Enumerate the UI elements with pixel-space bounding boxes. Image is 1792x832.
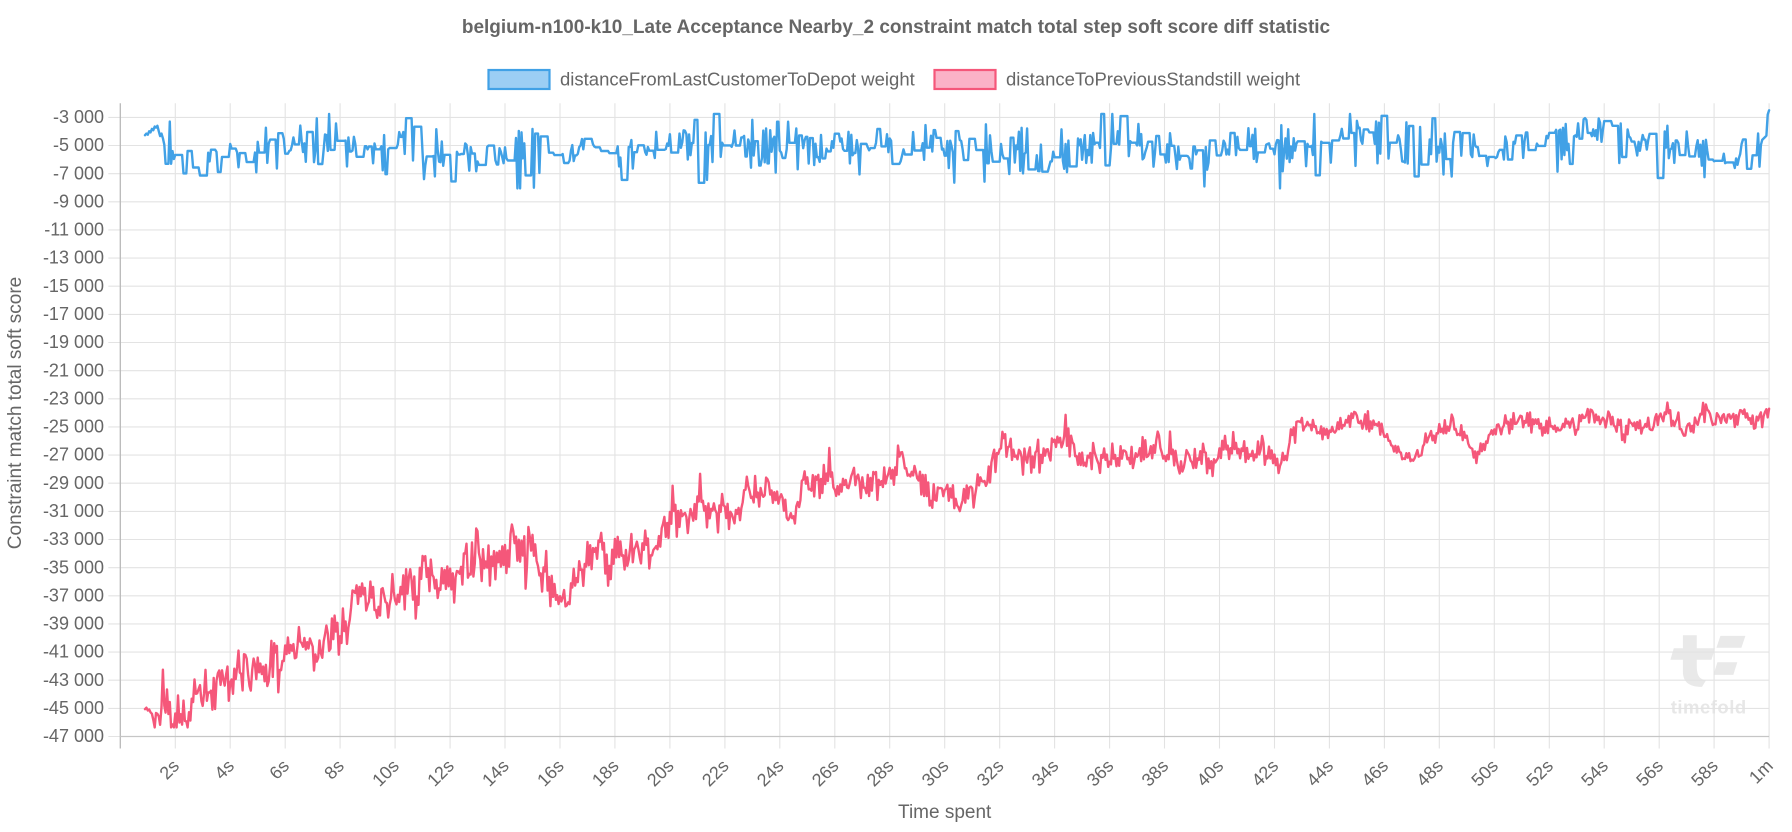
svg-text:-19 000: -19 000 [43, 332, 104, 352]
svg-text:-15 000: -15 000 [43, 276, 104, 296]
svg-text:-37 000: -37 000 [43, 585, 104, 605]
svg-text:-45 000: -45 000 [43, 698, 104, 718]
svg-text:-43 000: -43 000 [43, 670, 104, 690]
svg-text:-23 000: -23 000 [43, 388, 104, 408]
svg-text:-21 000: -21 000 [43, 360, 104, 380]
svg-text:-29 000: -29 000 [43, 473, 104, 493]
svg-text:belgium-n100-k10_Late Acceptan: belgium-n100-k10_Late Acceptance Nearby_… [462, 17, 1331, 38]
svg-text:-39 000: -39 000 [43, 614, 104, 634]
svg-text:-35 000: -35 000 [43, 557, 104, 577]
svg-text:Time spent: Time spent [898, 802, 992, 823]
svg-text:-5 000: -5 000 [53, 135, 104, 155]
svg-text:-31 000: -31 000 [43, 501, 104, 521]
svg-text:-47 000: -47 000 [43, 726, 104, 746]
svg-text:-33 000: -33 000 [43, 529, 104, 549]
svg-text:distanceFromLastCustomerToDepo: distanceFromLastCustomerToDepot weight [560, 69, 915, 90]
svg-text:-13 000: -13 000 [43, 248, 104, 268]
svg-text:-7 000: -7 000 [53, 163, 104, 183]
svg-text:-11 000: -11 000 [44, 220, 104, 240]
svg-text:Constraint match total soft sc: Constraint match total soft score [5, 277, 26, 549]
svg-text:-25 000: -25 000 [43, 417, 104, 437]
svg-text:timefold: timefold [1671, 697, 1747, 718]
svg-text:distanceToPreviousStandstill w: distanceToPreviousStandstill weight [1006, 69, 1300, 90]
svg-text:-41 000: -41 000 [43, 642, 104, 662]
svg-text:-17 000: -17 000 [43, 304, 104, 324]
svg-text:-3 000: -3 000 [53, 107, 104, 127]
svg-text:-9 000: -9 000 [53, 191, 104, 211]
svg-text:-27 000: -27 000 [43, 445, 104, 465]
